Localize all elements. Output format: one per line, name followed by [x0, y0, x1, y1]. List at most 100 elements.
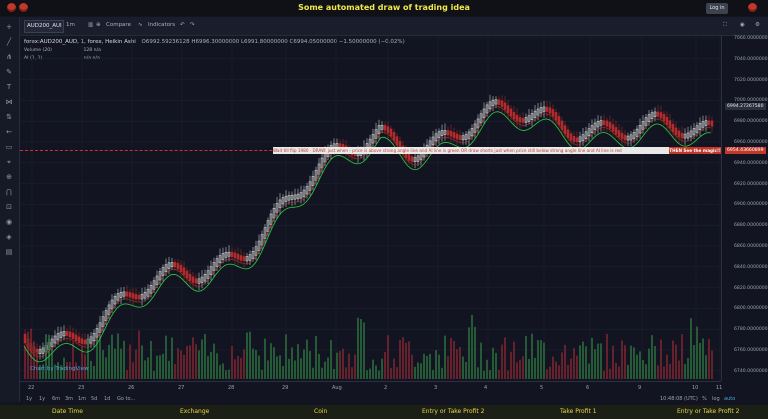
volume-bar [195, 344, 197, 379]
range-button[interactable]: Go to... [117, 396, 136, 402]
candle-body [80, 338, 84, 345]
volume-label[interactable]: Volume (20) [24, 48, 52, 53]
candle-body [317, 163, 321, 175]
lock-icon[interactable]: ⊡ [6, 203, 12, 211]
ai-label[interactable]: AI (1, 1) [24, 56, 43, 61]
layers-icon[interactable]: ◈ [6, 233, 12, 241]
volume-bar [705, 355, 707, 379]
volume-bar [663, 366, 665, 379]
volume-bar [270, 343, 272, 379]
volume-bar [669, 363, 671, 379]
volume-bar [699, 343, 701, 379]
fullscreen-icon[interactable]: ⛶ [723, 22, 727, 28]
volume-bar [639, 351, 641, 379]
candle-body [110, 299, 114, 310]
compare-icon[interactable]: ⊕ [96, 22, 101, 28]
indicators-button[interactable]: Indicators [148, 22, 176, 28]
tradingview-watermark[interactable]: Chart by TradingView [30, 366, 89, 372]
candle-body [623, 134, 627, 141]
volume-bar [399, 339, 401, 379]
text-icon[interactable]: T [6, 83, 12, 91]
price-tick-label: 6820.000000000 [734, 285, 768, 291]
candle-body [692, 128, 696, 136]
candle-body [665, 116, 669, 125]
time-tick-label: 10 [692, 385, 699, 391]
range-button[interactable]: 1y [39, 396, 46, 402]
candle-body [629, 134, 633, 141]
volume-bar [204, 334, 206, 379]
candle-body [446, 130, 450, 136]
volume-bar [375, 365, 377, 379]
volume-bar [576, 355, 578, 379]
brush-icon[interactable]: ✎ [6, 68, 12, 76]
volume-bar [54, 364, 56, 379]
interval-button[interactable]: 1m [66, 22, 75, 28]
legend-ohlc: O6992.59236128 H6996.30000000 L6991.8000… [141, 39, 405, 45]
candle-body [527, 115, 531, 122]
time-axis[interactable]: 22 23 26 27 28 29 Aug 2 3 4 5 6 9 10 11 [20, 381, 722, 394]
entry-take-profit-label: Entry or Take Profit 2 [677, 408, 740, 415]
volume-bar [66, 361, 68, 379]
auto-toggle[interactable]: auto [724, 396, 736, 402]
trendline-icon[interactable]: ╱ [6, 38, 12, 46]
volume-bar [483, 370, 485, 379]
redo-icon[interactable]: ↷ [190, 22, 195, 28]
candle-body [467, 131, 471, 139]
volume-bar [222, 363, 224, 379]
candle-body [125, 291, 129, 297]
volume-bar [426, 355, 428, 379]
candlestick-chart[interactable] [20, 36, 721, 381]
symbol-search-input[interactable]: AUD200_AUI [24, 20, 64, 33]
range-button[interactable]: 3m [65, 396, 74, 402]
utc-clock[interactable]: 10:48:08 (UTC) [660, 396, 698, 402]
trash-icon[interactable]: ▤ [5, 248, 13, 256]
prediction-icon[interactable]: ⇅ [6, 113, 12, 121]
price-axis[interactable]: 7060.000000000 7040.000000000 7020.0000000… [721, 36, 768, 381]
magnet-icon[interactable]: ⋂ [6, 188, 12, 196]
compare-button[interactable]: Compare [106, 22, 131, 28]
login-button[interactable]: Log in [706, 3, 728, 14]
ai-line-green [23, 111, 712, 363]
legend-symbol[interactable]: forex:AUD200_AUD, 1, forex, Heikin Ashi [24, 39, 136, 45]
volume-bar [75, 362, 77, 379]
percent-toggle[interactable]: % [702, 396, 707, 402]
candle-body [206, 270, 210, 279]
screenshot-icon[interactable]: ◉ [740, 22, 745, 28]
log-toggle[interactable]: log [712, 396, 720, 402]
candle-body [494, 99, 498, 105]
candle-body [626, 135, 630, 141]
crosshair-icon[interactable]: + [6, 23, 12, 31]
volume-values: 128 n/a [83, 48, 101, 53]
indicators-icon[interactable]: ∿ [138, 22, 143, 28]
zoom-icon[interactable]: ⊕ [6, 173, 12, 181]
price-tick-label: 6900.000000000 [734, 202, 768, 208]
volume-bar [630, 345, 632, 379]
volume-bar [177, 348, 179, 379]
candle-body [95, 328, 99, 338]
range-button[interactable]: 1m [78, 396, 87, 402]
volume-bar [285, 334, 287, 379]
volume-bar [90, 360, 92, 379]
volume-bar [129, 344, 131, 379]
range-button[interactable]: 6m [52, 396, 61, 402]
pattern-icon[interactable]: ⋈ [5, 98, 13, 106]
settings-icon[interactable]: ⚙ [755, 22, 760, 28]
volume-bar [261, 369, 263, 379]
arrow-icon[interactable]: ← [6, 128, 12, 136]
candle-body [461, 135, 465, 141]
undo-icon[interactable]: ↶ [180, 22, 185, 28]
volume-bar [624, 345, 626, 379]
volume-bar [60, 365, 62, 379]
eye-icon[interactable]: ◉ [5, 218, 13, 226]
volume-bar [84, 354, 86, 379]
range-button[interactable]: 5d [91, 396, 98, 402]
volume-bar [702, 338, 704, 379]
volume-bar [489, 370, 491, 379]
chart-style-icon[interactable]: ▥ [88, 22, 94, 28]
range-button[interactable]: 1d [104, 396, 111, 402]
volume-bar [351, 367, 353, 379]
measure-icon[interactable]: ⌖ [7, 158, 11, 166]
pitchfork-icon[interactable]: ⋔ [6, 53, 12, 61]
range-button[interactable]: 1y [26, 396, 33, 402]
ruler-icon[interactable]: ▭ [5, 143, 13, 151]
